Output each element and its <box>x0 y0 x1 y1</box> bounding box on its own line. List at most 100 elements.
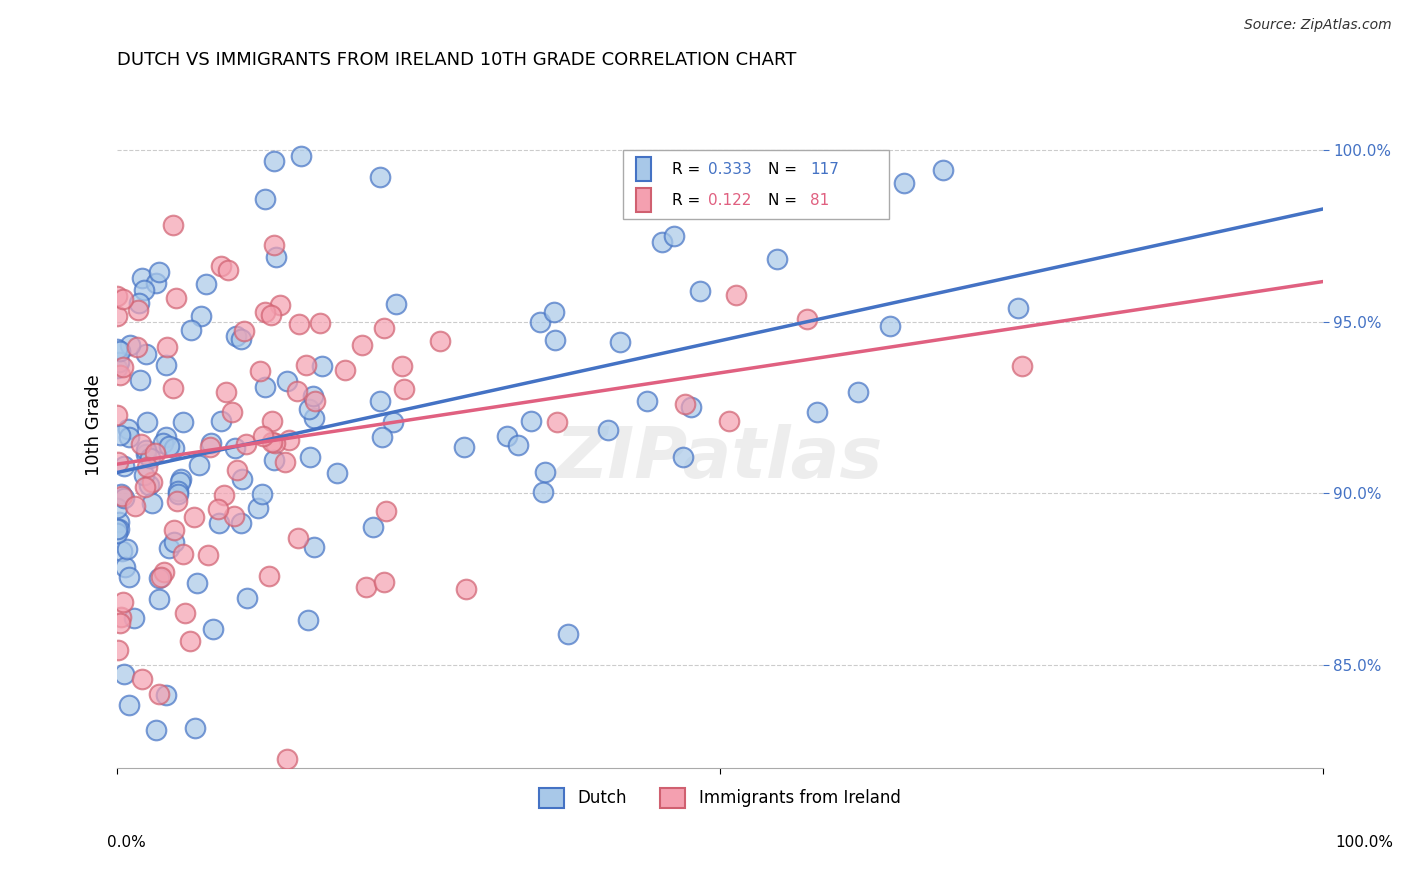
Point <box>128 296 150 310</box>
Point <box>531 485 554 500</box>
Point <box>195 277 218 291</box>
Point <box>179 323 201 337</box>
Point <box>254 380 277 394</box>
Point <box>138 478 160 492</box>
Point <box>197 548 219 562</box>
Point <box>117 422 139 436</box>
Point <box>276 752 298 766</box>
Point <box>155 429 177 443</box>
Point <box>651 235 673 249</box>
Point <box>287 531 309 545</box>
Point <box>252 486 274 500</box>
Point <box>212 487 235 501</box>
Point <box>145 446 167 460</box>
Point <box>454 582 477 596</box>
Point <box>679 400 702 414</box>
Point <box>131 271 153 285</box>
Point <box>806 404 828 418</box>
Point <box>150 570 173 584</box>
Point <box>222 508 245 523</box>
Point <box>252 429 274 443</box>
Point <box>105 288 128 302</box>
Point <box>107 310 129 324</box>
Point <box>163 535 186 549</box>
Point <box>236 591 259 605</box>
Point <box>114 560 136 574</box>
Point <box>118 338 141 352</box>
Point <box>157 439 180 453</box>
Point <box>200 436 222 450</box>
Point <box>931 163 953 178</box>
Point <box>1007 301 1029 316</box>
Point <box>274 455 297 469</box>
Point <box>172 415 194 429</box>
Point <box>229 332 252 346</box>
Point <box>186 576 208 591</box>
Point <box>148 571 170 585</box>
Point <box>165 291 187 305</box>
Point <box>382 415 405 429</box>
Point <box>529 315 551 329</box>
Point <box>118 569 141 583</box>
Point <box>308 316 330 330</box>
Point <box>107 455 129 469</box>
Point <box>287 384 309 399</box>
Point <box>288 317 311 331</box>
Point <box>276 375 298 389</box>
Point <box>231 472 253 486</box>
Text: 0.0%: 0.0% <box>107 836 146 850</box>
Point <box>200 440 222 454</box>
Point <box>107 525 129 540</box>
Point <box>122 611 145 625</box>
Point <box>184 721 207 735</box>
Point <box>299 450 322 465</box>
Point <box>148 592 170 607</box>
Point <box>278 433 301 447</box>
Point <box>371 430 394 444</box>
Point <box>304 393 326 408</box>
Point <box>107 643 129 657</box>
Point <box>368 394 391 409</box>
Point <box>225 462 247 476</box>
Point <box>298 401 321 416</box>
Point <box>112 595 135 609</box>
Point <box>609 335 631 350</box>
Text: 0.122: 0.122 <box>707 193 751 208</box>
Point <box>546 415 568 429</box>
Point <box>108 368 131 382</box>
Point <box>110 344 132 359</box>
Text: R =: R = <box>672 161 704 177</box>
Point <box>231 516 253 531</box>
Point <box>520 414 543 428</box>
Point <box>671 450 693 464</box>
Point <box>107 342 129 356</box>
Point <box>335 362 357 376</box>
Point <box>673 396 696 410</box>
Point <box>141 496 163 510</box>
Point <box>506 438 529 452</box>
Point <box>225 329 247 343</box>
Point <box>162 381 184 395</box>
Point <box>112 458 135 473</box>
Point <box>148 264 170 278</box>
Point <box>111 292 134 306</box>
Text: ZIPatlas: ZIPatlas <box>557 425 883 493</box>
Point <box>260 435 283 450</box>
Point <box>156 340 179 354</box>
Text: 81: 81 <box>810 193 830 208</box>
Point <box>115 541 138 556</box>
Point <box>257 569 280 583</box>
Point <box>718 414 741 428</box>
Point <box>112 667 135 681</box>
Point <box>134 283 156 297</box>
Point <box>202 623 225 637</box>
Point <box>174 606 197 620</box>
Point <box>110 428 132 442</box>
Point <box>368 170 391 185</box>
Point <box>134 468 156 483</box>
Point <box>155 358 177 372</box>
Point <box>373 320 395 334</box>
Point <box>125 340 148 354</box>
Point <box>172 547 194 561</box>
Point <box>765 252 787 267</box>
